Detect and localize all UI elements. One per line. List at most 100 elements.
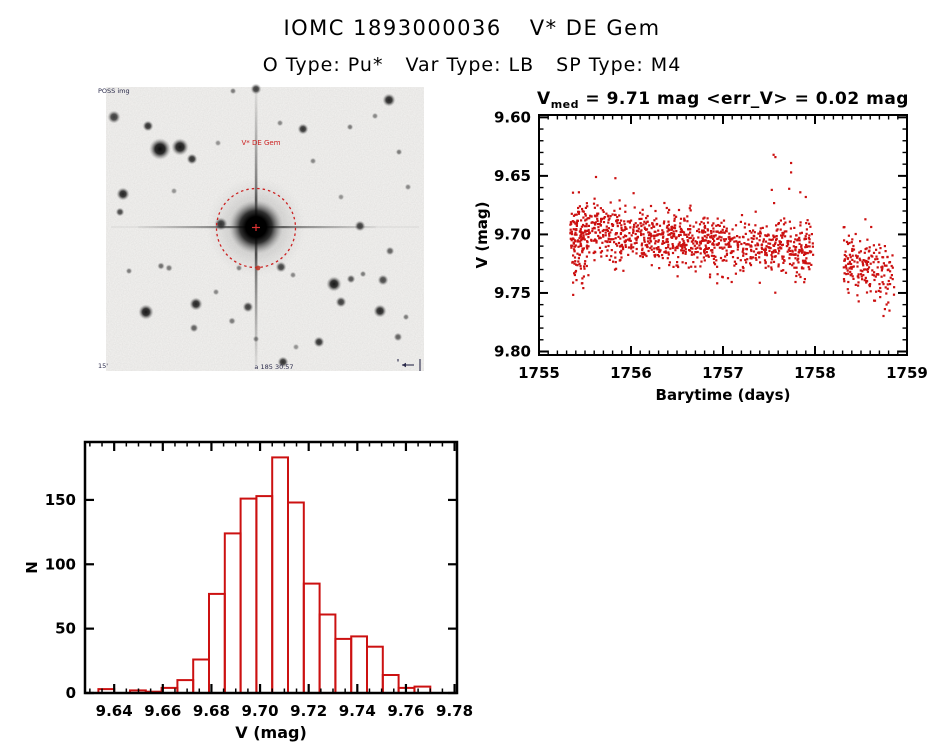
star (337, 193, 345, 201)
x-tick-labels: 9.64 9.66 9.68 9.70 9.72 9.74 9.76 9.78 (96, 702, 473, 720)
survey-label: POSS img (98, 87, 130, 95)
star (214, 139, 222, 147)
y-tick-labels: 9.60 9.65 9.70 9.75 9.80 (494, 108, 531, 360)
star (359, 270, 367, 278)
star (395, 148, 403, 156)
histogram-bar (239, 497, 258, 694)
svg-text:1758: 1758 (794, 364, 836, 382)
x-axis-label: Barytime (days) (656, 386, 791, 404)
y-axis-label: N (23, 561, 41, 574)
star (313, 336, 325, 348)
star (346, 123, 354, 131)
finder-image-panel: POSS img V* DE Gem 15' a 185 30.57 (98, 83, 424, 371)
star (326, 276, 342, 292)
star (309, 157, 317, 165)
svg-text:9.70: 9.70 (242, 702, 279, 720)
page-subtitle: O Type: Pu* Var Type: LB SP Type: M4 (0, 54, 944, 76)
star (377, 274, 389, 286)
histogram-bar (302, 582, 321, 695)
y-axis-ticks (85, 498, 457, 695)
svg-text:9.68: 9.68 (193, 702, 230, 720)
histogram-bar (318, 613, 337, 694)
star (277, 356, 289, 368)
star (189, 323, 199, 333)
histogram-bar (381, 674, 400, 694)
svg-text:9.72: 9.72 (290, 702, 327, 720)
y-tick-labels: 0 50 100 150 (45, 491, 76, 702)
page-title: IOMC 1893000036 V* DE Gem (0, 16, 944, 40)
marked-star (255, 265, 261, 271)
star (125, 267, 133, 275)
vartype-label: Var Type: LB (405, 54, 535, 76)
scale-label: 15' (98, 362, 108, 370)
sptype-label: SP Type: M4 (556, 54, 682, 76)
star (107, 110, 121, 124)
star (171, 138, 189, 156)
svg-text:9.80: 9.80 (494, 342, 531, 360)
star (189, 297, 203, 311)
svg-text:9.74: 9.74 (339, 702, 376, 720)
svg-text:9.75: 9.75 (494, 284, 531, 302)
coords-label: a 185 30.57 (254, 363, 293, 371)
title-object-name: V* DE Gem (529, 16, 661, 40)
star (346, 274, 356, 284)
star (242, 301, 254, 313)
histogram-bar (208, 592, 226, 694)
histogram-bar (223, 532, 242, 695)
y-axis-label: V (mag) (473, 201, 491, 268)
svg-text:9.64: 9.64 (96, 702, 133, 720)
star (292, 343, 300, 351)
star (385, 246, 395, 256)
x-axis-ticks (89, 442, 456, 693)
target-cross-icon (252, 224, 260, 231)
star (170, 187, 178, 195)
star (250, 83, 262, 95)
compass-icon (397, 359, 421, 371)
svg-text:9.66: 9.66 (144, 702, 181, 720)
x-tick-labels: 1755 1756 1757 1758 1759 (518, 364, 928, 382)
star (289, 271, 297, 279)
star (212, 288, 220, 296)
star (165, 264, 173, 272)
star (297, 123, 309, 135)
x-axis-ticks (538, 115, 908, 355)
histogram-bar (271, 456, 290, 695)
scatter-points (569, 153, 896, 318)
histogram-bar (255, 495, 274, 694)
histogram-chart: 9.64 9.66 9.68 9.70 9.72 9.74 9.76 9.78 0 50 100 15… (23, 440, 473, 742)
star (382, 93, 396, 107)
svg-text:1757: 1757 (702, 364, 744, 382)
star (142, 120, 154, 132)
svg-text:9.65: 9.65 (494, 167, 531, 185)
histogram-bar (176, 679, 195, 695)
star (138, 304, 154, 320)
light-curve-title: Vmed = 9.71 mag <err_V> = 0.02 mag (537, 89, 909, 111)
histogram-bar (192, 658, 210, 694)
star (373, 304, 387, 318)
svg-text:9.78: 9.78 (436, 702, 473, 720)
svg-text:9.76: 9.76 (387, 702, 424, 720)
title-object-id: IOMC 1893000036 (283, 16, 502, 40)
star (228, 317, 236, 325)
histogram-bar (366, 645, 384, 694)
histogram-bar (287, 501, 305, 694)
star (371, 112, 379, 120)
star (116, 187, 130, 201)
star (149, 138, 171, 160)
svg-text:50: 50 (55, 620, 76, 638)
star (404, 183, 412, 191)
x-axis-label: V (mag) (235, 723, 307, 742)
svg-text:0: 0 (66, 684, 76, 702)
svg-text:9.70: 9.70 (494, 225, 531, 243)
star (186, 153, 198, 165)
star (115, 207, 125, 217)
plot-box (538, 114, 908, 356)
svg-text:100: 100 (45, 555, 76, 573)
otype-label: O Type: Pu* (262, 54, 384, 76)
histogram-bar (334, 637, 353, 694)
star (402, 313, 410, 321)
histogram-bars (97, 456, 432, 695)
plot-box (83, 440, 459, 695)
target-label: V* DE Gem (241, 139, 280, 147)
